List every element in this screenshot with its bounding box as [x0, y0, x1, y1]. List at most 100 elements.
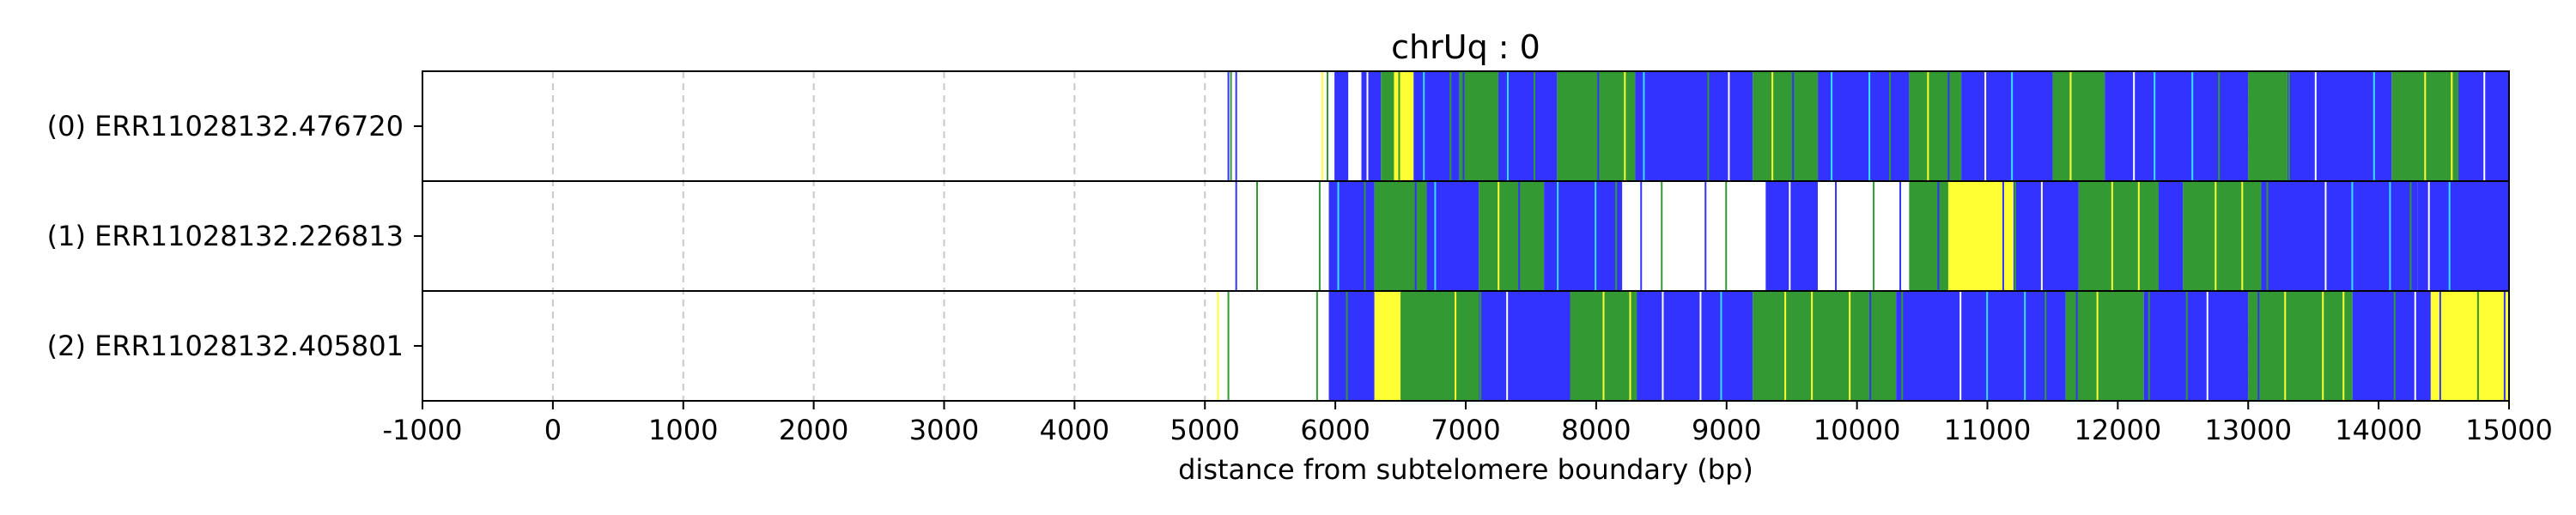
- segment-texture: [2011, 71, 2014, 181]
- segment-texture: [1557, 181, 1559, 291]
- segment-texture: [1707, 71, 1710, 181]
- x-tick-label: 8000: [1561, 414, 1631, 446]
- segment-texture: [2218, 71, 2221, 181]
- x-tick-label: 13000: [2204, 414, 2292, 446]
- chart-title: chrUq : 0: [1391, 28, 1540, 66]
- segment: [1374, 291, 1401, 401]
- segment-texture: [1889, 71, 1892, 181]
- sparse-mark: [1227, 291, 1230, 401]
- x-axis-label: distance from subtelomere boundary (bp): [1178, 453, 1753, 486]
- segment-texture: [1366, 71, 1369, 181]
- segment-texture: [2111, 181, 2113, 291]
- sparse-mark: [1321, 71, 1323, 181]
- segment-texture: [2156, 181, 2159, 291]
- read-track-2: [1217, 291, 2509, 401]
- segment-texture: [1533, 71, 1535, 181]
- segment-texture: [2324, 181, 2327, 291]
- segment-texture: [1337, 181, 1340, 291]
- segment-texture: [2393, 291, 2396, 401]
- sparse-mark: [1217, 291, 1219, 401]
- segment: [2261, 181, 2418, 291]
- segment-texture: [1771, 71, 1774, 181]
- segment: [1479, 291, 1571, 401]
- sparse-mark: [1235, 71, 1237, 181]
- segment-texture: [1462, 71, 1465, 181]
- segment: [1818, 181, 1910, 291]
- segment: [2143, 291, 2249, 401]
- segment-texture: [1364, 181, 1366, 291]
- segment-texture: [1947, 71, 1950, 181]
- x-tick-label: 2000: [779, 414, 848, 446]
- segment-texture: [2044, 291, 2047, 401]
- segment: [1635, 71, 1753, 181]
- segment-texture: [2185, 291, 2188, 401]
- segment: [1348, 71, 1362, 181]
- segment: [1413, 71, 1460, 181]
- x-tick-label: 6000: [1300, 414, 1370, 446]
- segment: [2065, 291, 2144, 401]
- segment-texture: [1984, 71, 1987, 181]
- read-label: (2) ERR11028132.405801: [47, 330, 404, 362]
- segment-texture: [1643, 71, 1645, 181]
- segment-texture: [1869, 291, 1872, 401]
- x-tick-label: 5000: [1170, 414, 1240, 446]
- x-tick-label: 0: [544, 414, 562, 446]
- segment: [1557, 71, 1636, 181]
- sparse-mark: [1315, 291, 1318, 401]
- segment: [2013, 181, 2079, 291]
- segment: [1374, 181, 1427, 291]
- segment-texture: [2351, 181, 2354, 291]
- segment: [1361, 71, 1382, 181]
- segment-texture: [2476, 291, 2479, 401]
- read-label: (1) ERR11028132.226813: [47, 220, 404, 252]
- segment-texture: [1789, 181, 1791, 291]
- segment: [2078, 181, 2157, 291]
- segment-texture: [1720, 291, 1722, 401]
- segment: [1753, 71, 1819, 181]
- segment-texture: [1959, 291, 1962, 401]
- segment-texture: [2040, 181, 2043, 291]
- segment: [2105, 71, 2249, 181]
- x-tick-label: 4000: [1040, 414, 1109, 446]
- segment-texture: [2372, 71, 2375, 181]
- x-tick-label: 9000: [1692, 414, 1761, 446]
- x-axis-ticks: -1000 0 1000 2000 3000 4000 5000 6000 7000 8000 90…: [383, 401, 2553, 446]
- segment-texture: [2409, 181, 2412, 291]
- segment-texture: [1661, 181, 1663, 291]
- segment: [2287, 71, 2392, 181]
- segment: [2352, 291, 2431, 401]
- segment-texture: [1873, 181, 1875, 291]
- segment-texture: [1629, 291, 1631, 401]
- segment-texture: [1986, 291, 1989, 401]
- segment-texture: [2503, 291, 2506, 401]
- segment-texture: [1784, 291, 1787, 401]
- segment-texture: [2483, 71, 2486, 181]
- segment-texture: [1434, 181, 1437, 291]
- segment: [2457, 71, 2509, 181]
- read-track-1: [1235, 181, 2509, 291]
- segment-texture: [1423, 71, 1425, 181]
- segment-texture: [2241, 181, 2244, 291]
- segment-texture: [1346, 291, 1348, 401]
- segment: [1622, 181, 1766, 291]
- segment-texture: [2137, 181, 2140, 291]
- segment: [2391, 71, 2458, 181]
- segment: [2248, 291, 2353, 401]
- read-tracks: [1217, 71, 2509, 401]
- segment-texture: [2287, 71, 2290, 181]
- segment: [2417, 181, 2509, 291]
- segment-texture: [2133, 71, 2136, 181]
- segment-texture: [2322, 291, 2324, 401]
- segment-texture: [2148, 291, 2150, 401]
- segment-texture: [1498, 181, 1500, 291]
- segment-texture: [2014, 181, 2016, 291]
- segment: [1394, 71, 1414, 181]
- segment-texture: [1868, 71, 1871, 181]
- track-frames: (0) ERR11028132.476720 (1) ERR11028132.22…: [47, 70, 2510, 402]
- segment-texture: [2448, 181, 2451, 291]
- segment-texture: [1635, 291, 1637, 401]
- segment-texture: [1937, 181, 1940, 291]
- sparse-mark: [1256, 181, 1258, 291]
- segment-texture: [2024, 291, 2026, 401]
